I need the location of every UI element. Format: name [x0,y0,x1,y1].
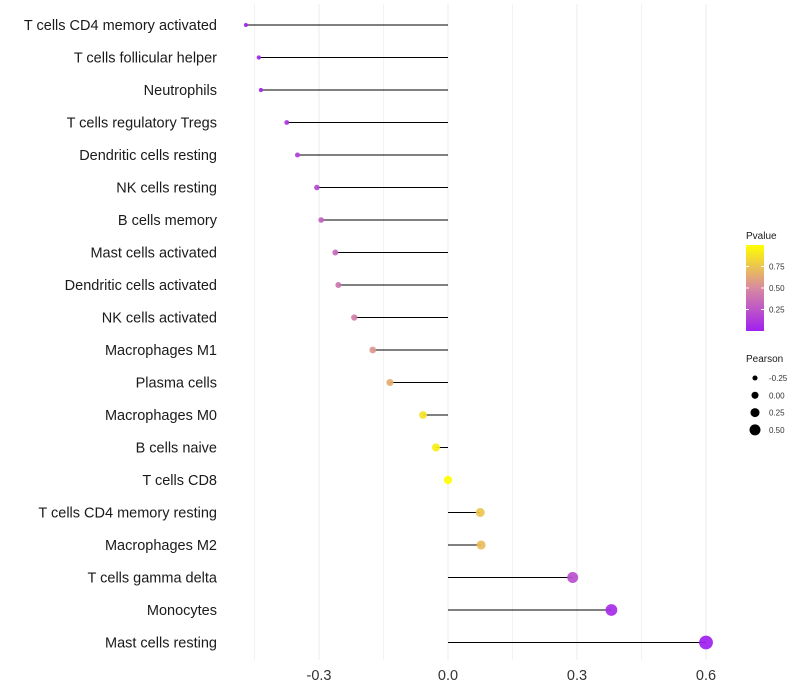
category-label: Mast cells activated [90,246,217,262]
category-label: Macrophages M0 [105,408,217,424]
point [332,249,339,256]
legend-pvalue-title: Pvalue [746,231,777,242]
size-legend-dot [750,408,760,418]
point [386,378,394,387]
size-legend-label: 0.50 [769,426,785,435]
x-axis-ticks: -0.3 0.0 0.3 0.6 [307,668,717,684]
colorbar-tick-label: 0.25 [769,306,785,315]
legend-colorbar [746,245,764,331]
category-label: T cells CD8 [142,473,217,489]
x-tick-label: 0.0 [438,668,458,684]
category-label: Plasma cells [136,376,217,392]
size-legend-label: 0.00 [769,391,785,400]
point [294,152,301,158]
category-label: Macrophages M2 [105,538,217,554]
point [256,55,261,60]
size-legend-dot [752,375,758,381]
category-label: T cells CD4 memory activated [24,18,217,34]
point [284,120,290,125]
point [443,475,453,485]
size-legend-dot [749,424,761,436]
category-label: B cells memory [118,213,218,229]
category-label: B cells naive [136,441,217,457]
category-label: Mast cells resting [105,636,217,652]
point [699,635,713,650]
legend-pearson: Pearson -0.25 0.00 0.25 0.50 [746,354,788,436]
point [369,346,377,354]
point [243,23,248,27]
x-tick-label: 0.3 [567,668,587,684]
category-label: Neutrophils [144,83,217,99]
legend-pearson-title: Pearson [746,354,783,365]
point [258,87,264,93]
point [475,508,485,517]
stems [245,24,706,643]
category-label: NK cells activated [102,311,217,327]
size-legend-dot [751,391,759,399]
point [335,282,342,288]
size-legend-label: -0.25 [769,374,788,383]
point [567,572,579,583]
x-tick-label: 0.6 [696,668,716,684]
point [318,217,324,223]
point [419,411,427,419]
point [431,443,440,452]
x-tick-label: -0.3 [307,668,332,684]
category-label: T cells follicular helper [74,51,217,67]
colorbar-tick-label: 0.50 [769,284,785,293]
legend-pvalue: Pvalue 0.25 0.50 0.75 [746,231,785,331]
point [476,540,486,550]
category-label: NK cells resting [116,181,217,197]
size-legend-label: 0.25 [769,409,785,418]
category-label: Macrophages M1 [105,343,217,359]
category-labels: T cells CD4 memory activated T cells foll… [24,18,218,652]
colorbar-tick-label: 0.75 [769,263,785,272]
category-label: T cells gamma delta [88,571,218,587]
grid-lines [254,4,707,660]
dots [243,23,713,650]
point [605,604,618,616]
category-label: T cells regulatory Tregs [67,116,217,132]
category-label: Dendritic cells resting [79,148,217,164]
category-label: Monocytes [147,603,217,619]
category-label: Dendritic cells activated [65,278,217,294]
point [314,184,320,191]
point [351,314,358,321]
category-label: T cells CD4 memory resting [38,506,217,522]
